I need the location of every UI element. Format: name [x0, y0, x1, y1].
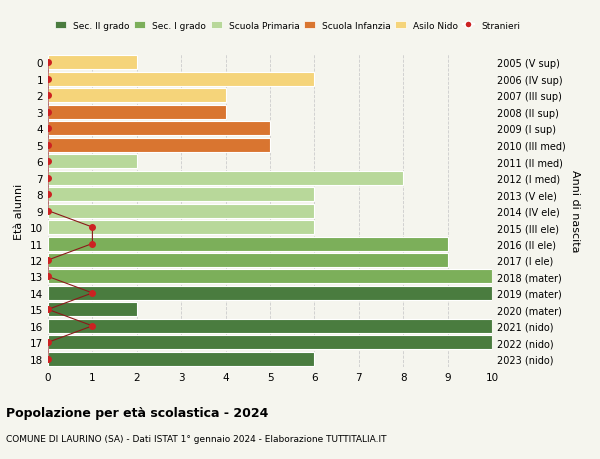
- Bar: [48, 286, 492, 300]
- Bar: [48, 73, 314, 87]
- Bar: [48, 155, 137, 169]
- Bar: [48, 56, 137, 70]
- Bar: [48, 106, 226, 119]
- Bar: [48, 237, 448, 251]
- Bar: [48, 253, 448, 268]
- Legend: Sec. II grado, Sec. I grado, Scuola Primaria, Scuola Infanzia, Asilo Nido, Stran: Sec. II grado, Sec. I grado, Scuola Prim…: [53, 19, 523, 34]
- Bar: [48, 221, 314, 235]
- Text: COMUNE DI LAURINO (SA) - Dati ISTAT 1° gennaio 2024 - Elaborazione TUTTITALIA.IT: COMUNE DI LAURINO (SA) - Dati ISTAT 1° g…: [6, 434, 386, 443]
- Bar: [48, 270, 492, 284]
- Bar: [48, 171, 403, 185]
- Y-axis label: Età alunni: Età alunni: [14, 183, 25, 239]
- Bar: [48, 319, 492, 333]
- Bar: [48, 204, 314, 218]
- Bar: [48, 122, 270, 136]
- Bar: [48, 336, 492, 350]
- Bar: [48, 352, 314, 366]
- Y-axis label: Anni di nascita: Anni di nascita: [569, 170, 580, 252]
- Bar: [48, 303, 137, 317]
- Bar: [48, 89, 226, 103]
- Bar: [48, 139, 270, 152]
- Bar: [48, 188, 314, 202]
- Text: Popolazione per età scolastica - 2024: Popolazione per età scolastica - 2024: [6, 406, 268, 419]
